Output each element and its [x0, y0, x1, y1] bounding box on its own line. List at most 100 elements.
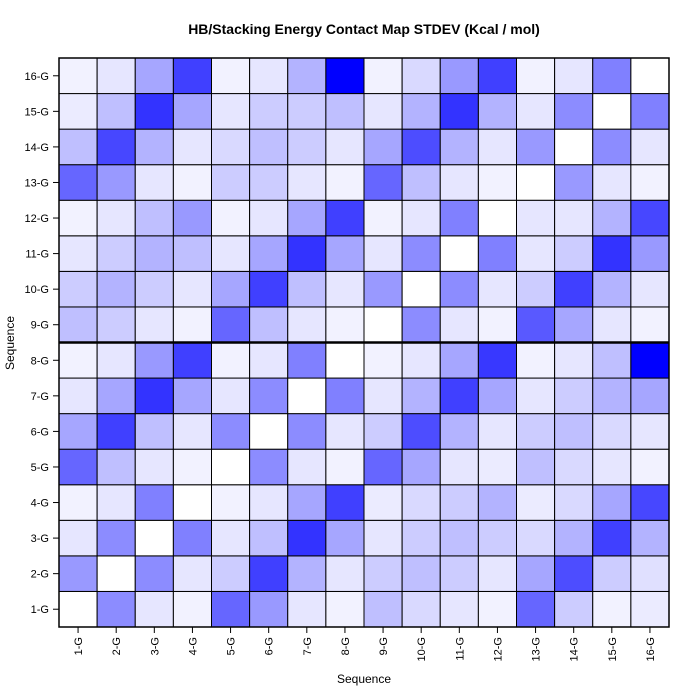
x-tick-label: 14-G	[569, 637, 581, 661]
heatmap-cell-6-G-16-G	[630, 413, 670, 450]
heatmap-cell-5-G-4-G	[172, 448, 212, 486]
y-tick-label: 10-G	[25, 284, 49, 296]
heatmap-cell-6-G-11-G	[439, 413, 479, 450]
heatmap-cell-13-G-1-G	[58, 164, 98, 201]
y-tick-label: 1-G	[31, 604, 49, 616]
heatmap-cell-12-G-4-G	[172, 199, 212, 237]
heatmap-cell-5-G-9-G	[363, 448, 403, 486]
heatmap-cell-2-G-5-G	[211, 555, 251, 592]
heatmap-cell-10-G-7-G	[287, 270, 327, 308]
heatmap-cell-4-G-7-G	[287, 484, 327, 521]
heatmap-cell-11-G-14-G	[554, 235, 594, 272]
heatmap-cell-2-G-10-G	[401, 555, 441, 592]
heatmap-cell-10-G-15-G	[592, 270, 632, 308]
heatmap-cell-4-G-6-G	[249, 484, 289, 521]
heatmap-cell-10-G-14-G	[554, 270, 594, 308]
heatmap-cell-12-G-6-G	[249, 199, 289, 237]
heatmap-cell-16-G-12-G	[477, 57, 517, 95]
heatmap-cell-12-G-1-G	[58, 199, 98, 237]
heatmap-cell-2-G-12-G	[477, 555, 517, 592]
heatmap-cell-6-G-14-G	[554, 413, 594, 450]
heatmap-cell-5-G-14-G	[554, 448, 594, 486]
y-tick-label: 4-G	[31, 498, 49, 510]
x-axis: 1-G 2-G 3-G 4-G 5-G 6-G 7-G 8-G 9-G 10-G 11-G 12-G 1…	[73, 627, 657, 661]
x-tick-label: 11-G	[454, 637, 466, 661]
heatmap-cell-15-G-16-G	[630, 93, 670, 130]
heatmap-cell-15-G-4-G	[172, 93, 212, 130]
heatmap-cell-2-G-4-G	[172, 555, 212, 592]
heatmap-cell-13-G-13-G	[516, 164, 556, 201]
heatmap-cell-12-G-7-G	[287, 199, 327, 237]
heatmap-cell-9-G-14-G	[554, 306, 594, 343]
heatmap-cell-6-G-1-G	[58, 413, 98, 450]
heatmap-cell-9-G-10-G	[401, 306, 441, 343]
heatmap-cell-6-G-12-G	[477, 413, 517, 450]
heatmap-cell-4-G-11-G	[439, 484, 479, 521]
heatmap-cell-5-G-16-G	[630, 448, 670, 486]
heatmap-cell-6-G-4-G	[172, 413, 212, 450]
heatmap-cell-3-G-5-G	[211, 519, 251, 557]
heatmap-cell-12-G-10-G	[401, 199, 441, 237]
heatmap-cell-13-G-7-G	[287, 164, 327, 201]
y-tick-label: 2-G	[31, 569, 49, 581]
heatmap-cell-14-G-10-G	[401, 128, 441, 166]
heatmap-cell-10-G-4-G	[172, 270, 212, 308]
heatmap-cell-13-G-9-G	[363, 164, 403, 201]
heatmap-cell-2-G-13-G	[516, 555, 556, 592]
heatmap-cell-12-G-14-G	[554, 199, 594, 237]
heatmap-cell-9-G-1-G	[58, 306, 98, 343]
heatmap-cell-1-G-11-G	[439, 590, 479, 628]
heatmap-cell-15-G-2-G	[96, 93, 136, 130]
heatmap-cell-3-G-16-G	[630, 519, 670, 557]
heatmap-cell-1-G-6-G	[249, 590, 289, 628]
x-tick-label: 15-G	[607, 637, 619, 661]
heatmap-cell-6-G-10-G	[401, 413, 441, 450]
x-tick-label: 4-G	[187, 637, 199, 655]
heatmap-cell-5-G-2-G	[96, 448, 136, 486]
heatmap-cell-7-G-2-G	[96, 377, 136, 415]
heatmap-cell-13-G-10-G	[401, 164, 441, 201]
heatmap-cell-6-G-15-G	[592, 413, 632, 450]
heatmap-cell-8-G-15-G	[592, 342, 632, 379]
heatmap-cell-1-G-8-G	[325, 590, 365, 628]
heatmap-cell-9-G-13-G	[516, 306, 556, 343]
x-tick-label: 16-G	[645, 637, 657, 661]
x-tick-label: 3-G	[149, 637, 161, 655]
heatmap-cell-2-G-8-G	[325, 555, 365, 592]
heatmap-cell-3-G-15-G	[592, 519, 632, 557]
y-tick-label: 14-G	[25, 142, 49, 154]
heatmap-cell-9-G-2-G	[96, 306, 136, 343]
heatmap-cell-7-G-8-G	[325, 377, 365, 415]
heatmap-cell-10-G-10-G	[401, 270, 441, 308]
heatmap-cell-12-G-15-G	[592, 199, 632, 237]
heatmap-cell-7-G-9-G	[363, 377, 403, 415]
heatmap-cell-1-G-3-G	[134, 590, 174, 628]
heatmap-cell-4-G-3-G	[134, 484, 174, 521]
heatmap-cell-9-G-8-G	[325, 306, 365, 343]
y-tick-label: 5-G	[31, 462, 49, 474]
heatmap-cell-2-G-7-G	[287, 555, 327, 592]
heatmap-cell-10-G-13-G	[516, 270, 556, 308]
heatmap-cell-11-G-10-G	[401, 235, 441, 272]
y-tick-label: 12-G	[25, 213, 49, 225]
heatmap-cell-3-G-11-G	[439, 519, 479, 557]
x-tick-label: 10-G	[416, 637, 428, 661]
heatmap-cell-6-G-6-G	[249, 413, 289, 450]
heatmap-cell-7-G-14-G	[554, 377, 594, 415]
heatmap-cell-16-G-7-G	[287, 57, 327, 95]
heatmap-cell-13-G-5-G	[211, 164, 251, 201]
heatmap-cell-15-G-13-G	[516, 93, 556, 130]
chart-title: HB/Stacking Energy Contact Map STDEV (Kc…	[188, 21, 540, 37]
heatmap-cell-11-G-9-G	[363, 235, 403, 272]
y-axis: 1-G 2-G 3-G 4-G 5-G 6-G 7-G 8-G 9-G 10-G 11-G 12-G 1…	[25, 71, 59, 616]
y-tick-label: 11-G	[25, 249, 49, 261]
heatmap-cell-8-G-2-G	[96, 342, 136, 379]
heatmap-cell-8-G-16-G	[630, 342, 670, 379]
heatmap-cell-9-G-5-G	[211, 306, 251, 343]
y-tick-label: 3-G	[31, 533, 49, 545]
heatmap-cell-12-G-12-G	[477, 199, 517, 237]
heatmap-cell-3-G-9-G	[363, 519, 403, 557]
heatmap-cell-10-G-1-G	[58, 270, 98, 308]
heatmap-cell-16-G-8-G	[325, 57, 365, 95]
heatmap-cell-11-G-7-G	[287, 235, 327, 272]
